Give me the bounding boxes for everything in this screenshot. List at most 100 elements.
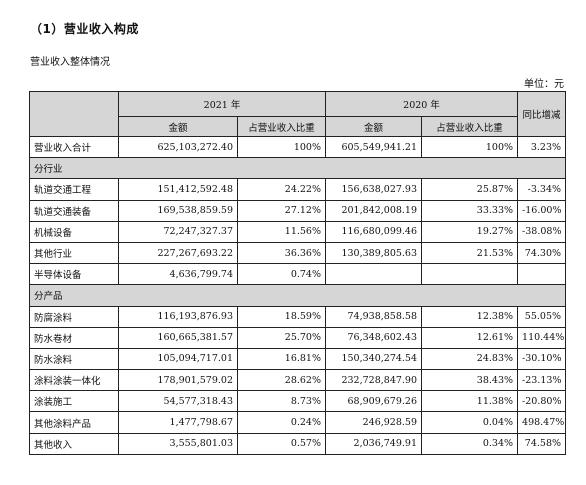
revenue-table: 2021 年 2020 年 同比增减 金额 占营业收入比重 金额 占营业收入比重… — [28, 91, 567, 455]
share-2021: 0.74% — [236, 263, 327, 286]
header-blank — [29, 91, 119, 137]
share-2020: 100% — [421, 135, 519, 159]
share-2021: 16.81% — [236, 347, 327, 371]
share-2020: 21.53% — [421, 241, 519, 265]
amount-2020: 201,842,008.19 — [325, 199, 423, 222]
amount-2020: 76,348,602.43 — [325, 326, 423, 349]
header-amount-2020: 金额 — [325, 116, 423, 137]
share-2020: 0.04% — [421, 411, 519, 434]
share-2020: 24.83% — [421, 347, 519, 371]
amount-2021: 1,477,798.67 — [118, 411, 238, 434]
share-2021: 28.62% — [236, 369, 327, 392]
yoy-change: -23.13% — [517, 369, 567, 392]
share-2021: 18.59% — [236, 305, 327, 328]
amount-2021: 3,555,801.03 — [118, 432, 238, 455]
amount-2021: 116,193,876.93 — [118, 305, 238, 328]
header-change: 同比增减 — [517, 91, 567, 137]
row-label: 防水卷材 — [29, 326, 119, 349]
header-amount-2021: 金额 — [118, 116, 238, 137]
yoy-change: 3.23% — [517, 135, 567, 159]
header-share-2021: 占营业收入比重 — [236, 116, 327, 137]
amount-2020: 150,340,274.54 — [325, 347, 423, 371]
row-label: 涂料涂装一体化 — [29, 369, 119, 392]
section-title: （1）营业收入构成 — [30, 22, 139, 36]
share-2020: 33.33% — [421, 199, 519, 222]
row-label: 轨道交通工程 — [29, 178, 119, 201]
share-2021: 36.36% — [236, 241, 327, 265]
row-label: 其他涂料产品 — [29, 411, 119, 434]
unit-label: 单位：元 — [524, 79, 564, 90]
amount-2021: 54,577,318.43 — [118, 390, 238, 413]
table-row: 防腐涂料 116,193,876.93 18.59% 74,938,858.58 12.… — [29, 305, 567, 328]
share-2020: 38.43% — [421, 369, 519, 392]
amount-2020: 156,638,027.93 — [325, 178, 423, 201]
amount-2021: 72,247,327.37 — [118, 220, 238, 243]
row-label: 轨道交通装备 — [29, 199, 119, 222]
amount-2020: 116,680,099.46 — [325, 220, 423, 243]
amount-2020: 130,389,805.63 — [325, 241, 423, 265]
amount-2021: 178,901,579.02 — [118, 369, 238, 392]
header-share-2020: 占营业收入比重 — [421, 116, 519, 137]
row-label: 营业收入合计 — [29, 135, 119, 159]
yoy-change: 110.44% — [517, 326, 567, 349]
header-row-years: 2021 年 2020 年 同比增减 — [29, 91, 567, 137]
amount-2021: 4,636,799.74 — [118, 263, 238, 286]
table-row: 涂装施工 54,577,318.43 8.73% 68,909,679.26 11.38… — [29, 390, 567, 413]
share-2020 — [421, 263, 519, 286]
table-row: 半导体设备 4,636,799.74 0.74% — [29, 263, 567, 286]
share-2020: 0.34% — [421, 432, 519, 455]
table-row: 轨道交通工程 151,412,592.48 24.22% 156,638,027.93… — [29, 178, 567, 201]
yoy-change: -3.34% — [517, 178, 567, 201]
amount-2020 — [325, 263, 423, 286]
table-row: 其他收入 3,555,801.03 0.57% 2,036,749.91 0.34% 74… — [29, 432, 567, 455]
share-2021: 27.12% — [236, 199, 327, 222]
row-label: 半导体设备 — [29, 263, 119, 286]
table-row: 机械设备 72,247,327.37 11.56% 116,680,099.46 19.… — [29, 220, 567, 243]
table-caption: 营业收入整体情况 — [30, 57, 110, 68]
share-2021: 0.57% — [236, 432, 327, 455]
yoy-change: -20.80% — [517, 390, 567, 413]
share-2021: 11.56% — [236, 220, 327, 243]
share-2020: 11.38% — [421, 390, 519, 413]
table-row: 轨道交通装备 169,538,859.59 27.12% 201,842,008.19… — [29, 199, 567, 222]
amount-2020: 68,909,679.26 — [325, 390, 423, 413]
table-row: 其他涂料产品 1,477,798.67 0.24% 246,928.59 0.04% 49… — [29, 411, 567, 434]
row-label: 其他行业 — [29, 241, 119, 265]
row-label: 机械设备 — [29, 220, 119, 243]
row-label: 其他收入 — [29, 432, 119, 455]
amount-2021: 151,412,592.48 — [118, 178, 238, 201]
row-label: 涂装施工 — [29, 390, 119, 413]
share-2020: 12.38% — [421, 305, 519, 328]
share-2020: 12.61% — [421, 326, 519, 349]
yoy-change: 74.30% — [517, 241, 567, 265]
amount-2020: 2,036,749.91 — [325, 432, 423, 455]
share-2021: 100% — [236, 135, 327, 159]
section-row-product: 分产品 — [28, 284, 567, 307]
amount-2021: 227,267,693.22 — [118, 241, 238, 265]
share-2021: 8.73% — [236, 390, 327, 413]
amount-2021: 169,538,859.59 — [118, 199, 238, 222]
table-row: 防水卷材 160,665,381.57 25.70% 76,348,602.43 12.… — [29, 326, 567, 349]
amount-2021: 625,103,272.40 — [118, 135, 238, 159]
yoy-change: 498.47% — [517, 411, 567, 434]
row-label: 防腐涂料 — [29, 305, 119, 328]
yoy-change: 74.58% — [517, 432, 567, 455]
amount-2020: 246,928.59 — [325, 411, 423, 434]
section-row-industry: 分行业 — [28, 157, 567, 180]
amount-2021: 160,665,381.57 — [118, 326, 238, 349]
share-2021: 0.24% — [236, 411, 327, 434]
amount-2021: 105,094,717.01 — [118, 347, 238, 371]
share-2021: 24.22% — [236, 178, 327, 201]
yoy-change: -38.08% — [517, 220, 567, 243]
yoy-change: 55.05% — [517, 305, 567, 328]
section-label-industry: 分行业 — [28, 157, 567, 180]
amount-2020: 605,549,941.21 — [325, 135, 423, 159]
section-label-product: 分产品 — [28, 284, 567, 307]
yoy-change: -30.10% — [517, 347, 567, 371]
yoy-change: -16.00% — [517, 199, 567, 222]
amount-2020: 232,728,847.90 — [325, 369, 423, 392]
table-row: 防水涂料 105,094,717.01 16.81% 150,340,274.54 24… — [29, 347, 567, 371]
table-row: 其他行业 227,267,693.22 36.36% 130,389,805.63 21… — [29, 241, 567, 265]
share-2021: 25.70% — [236, 326, 327, 349]
table-row: 涂料涂装一体化 178,901,579.02 28.62% 232,728,847.9… — [29, 369, 567, 392]
